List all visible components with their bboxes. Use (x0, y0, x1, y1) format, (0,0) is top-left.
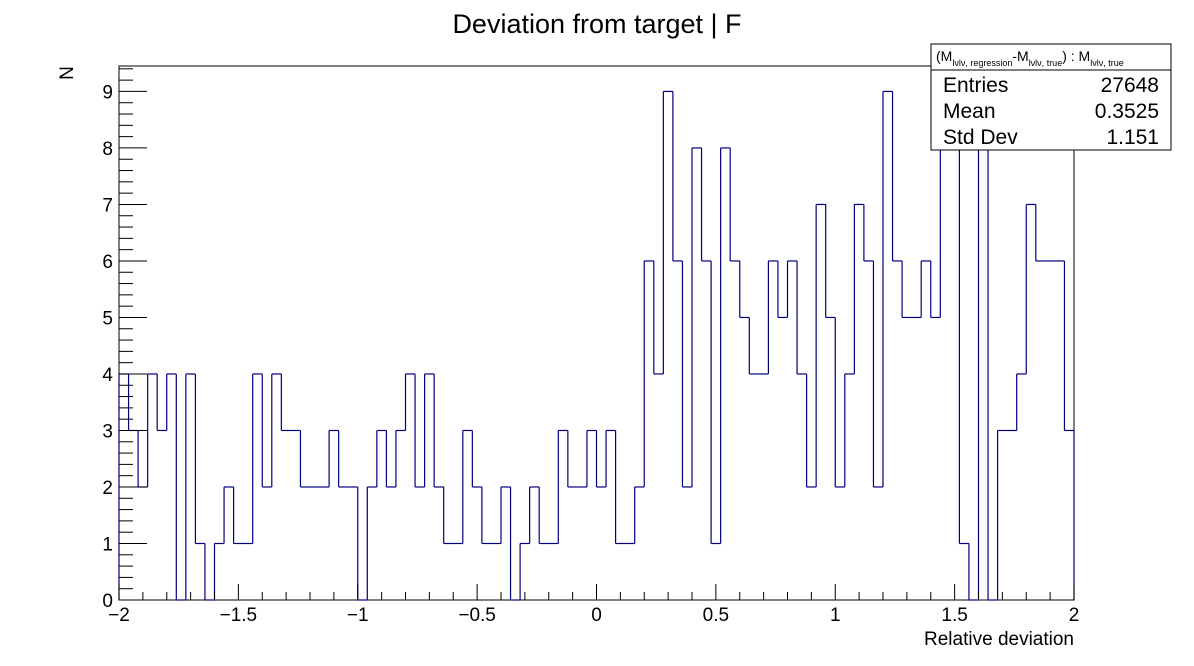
y-axis-ticks: 0 1 2 3 4 5 6 7 8 9 (102, 68, 147, 612)
y-tick-label: 1 (102, 534, 113, 555)
y-tick-label: 0 (102, 591, 113, 612)
stats-header-mid: -M (1012, 48, 1028, 64)
y-tick-label: 4 (102, 365, 113, 386)
stats-mean-label: Mean (943, 100, 996, 123)
x-tick-label: 2 (1069, 605, 1080, 626)
y-tick-label: 2 (102, 478, 113, 499)
x-tick-label: −0.5 (458, 605, 496, 626)
x-tick-label: −1.5 (220, 605, 258, 626)
histogram-series (118, 90, 1075, 601)
stats-stddev-value: 1.151 (1106, 126, 1159, 149)
stats-header-sub3: lνlν, true (1090, 58, 1124, 68)
stats-entries-label: Entries (943, 74, 1008, 97)
stats-header-open: (M (936, 48, 952, 64)
x-tick-label: −2 (108, 605, 130, 626)
y-tick-label: 7 (102, 195, 113, 216)
stats-stddev-label: Std Dev (943, 126, 1018, 149)
y-axis-label: N (57, 66, 78, 80)
y-tick-label: 5 (102, 308, 113, 329)
stats-header-sub1: lνlν, regression (952, 58, 1012, 68)
y-tick-label: 6 (102, 252, 113, 273)
x-tick-label: 0 (591, 605, 602, 626)
y-tick-label: 8 (102, 139, 113, 160)
x-tick-label: 0.5 (703, 605, 729, 626)
stats-box-frame (930, 43, 1172, 151)
stats-mean-value: 0.3525 (1095, 100, 1159, 123)
chart-title: Deviation from target | F (452, 9, 741, 39)
stats-box-header: (Mlνlν, regression-Mlνlν, true) : Mlνlν,… (936, 48, 1124, 68)
stats-header-close: ) : M (1062, 48, 1090, 64)
x-axis-label: Relative deviation (924, 629, 1074, 650)
stats-box: (Mlνlν, regression-Mlνlν, true) : Mlνlν,… (930, 43, 1172, 151)
y-tick-label: 3 (102, 421, 113, 442)
x-axis-ticks: −2 −1.5 −1 −0.5 0 0.5 1 1.5 2 (108, 584, 1079, 626)
stats-header-sub2: lνlν, true (1029, 58, 1063, 68)
x-tick-label: −1 (347, 605, 369, 626)
y-tick-label: 9 (102, 82, 113, 103)
stats-entries-value: 27648 (1101, 74, 1159, 97)
x-tick-label: 1 (830, 605, 841, 626)
x-tick-label: 1.5 (941, 605, 967, 626)
